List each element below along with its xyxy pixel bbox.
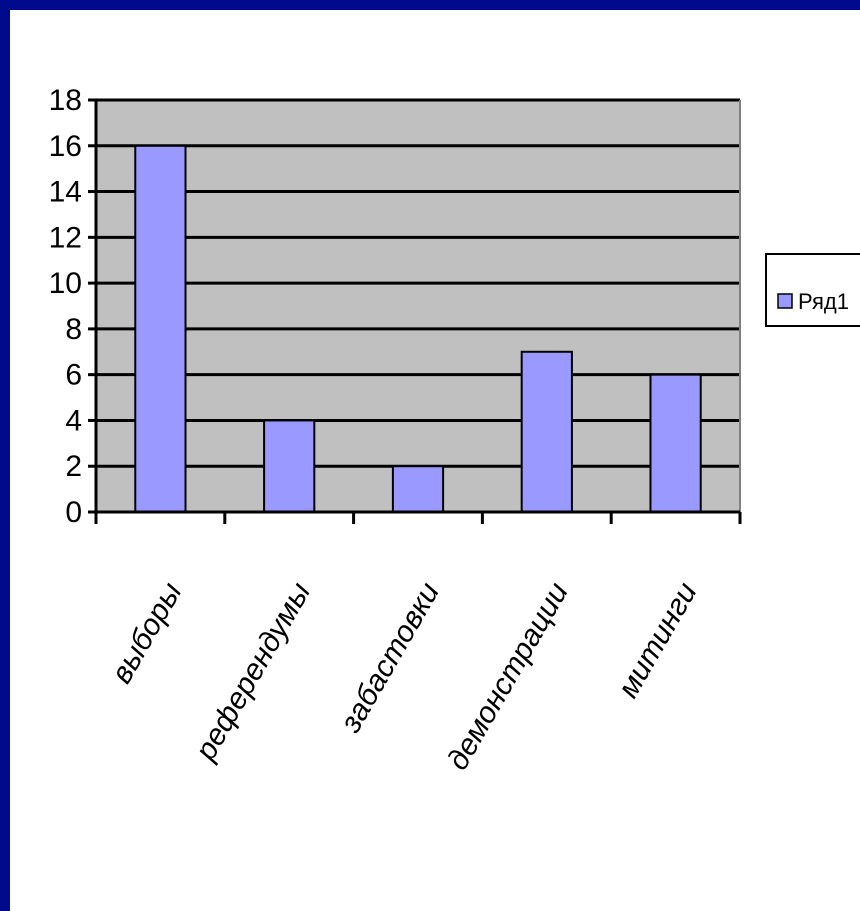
- y-tick-label-8: 8: [65, 313, 82, 346]
- bar-забастовки: [391, 465, 445, 514]
- legend-box: [765, 253, 860, 327]
- y-tick-label-12: 12: [49, 221, 82, 254]
- x-tick-label-выборы: выборы: [105, 577, 189, 689]
- slide: 0 2 4 6 8 10 12 14 16 18 выборы референдумы забасто…: [10, 10, 860, 911]
- bar-выборы: [134, 144, 187, 513]
- legend-swatch: [777, 293, 793, 309]
- y-tick-labels: 0 2 4 6 8 10 12 14 16 18: [49, 84, 82, 529]
- x-tick-label-референдумы: референдумы: [189, 577, 318, 767]
- y-tick-label-0: 0: [65, 496, 82, 529]
- y-tick-label-4: 4: [65, 404, 82, 437]
- legend-label: Ряд1: [798, 289, 849, 314]
- plot-area: [96, 100, 740, 512]
- y-tick-label-2: 2: [65, 450, 82, 483]
- y-tick-label-18: 18: [49, 84, 82, 117]
- y-tick-label-14: 14: [49, 176, 82, 209]
- grid-lines: [96, 98, 741, 512]
- bar-референдумы: [263, 419, 316, 514]
- bar-chart: 0 2 4 6 8 10 12 14 16 18 выборы референдумы забасто…: [49, 84, 860, 776]
- y-tick-label-16: 16: [49, 130, 82, 163]
- x-tick-label-забастовки: забастовки: [334, 577, 447, 739]
- y-tick-label-6: 6: [65, 359, 82, 392]
- y-tick-label-10: 10: [49, 267, 82, 300]
- legend: Ряд1: [765, 253, 860, 327]
- x-tick-label-демонстрации: демонстрации: [441, 577, 575, 776]
- bar-демонстрации: [520, 350, 573, 513]
- axes: [88, 98, 742, 524]
- bar-митинги: [649, 373, 702, 513]
- x-tick-label-митинги: митинги: [612, 577, 704, 704]
